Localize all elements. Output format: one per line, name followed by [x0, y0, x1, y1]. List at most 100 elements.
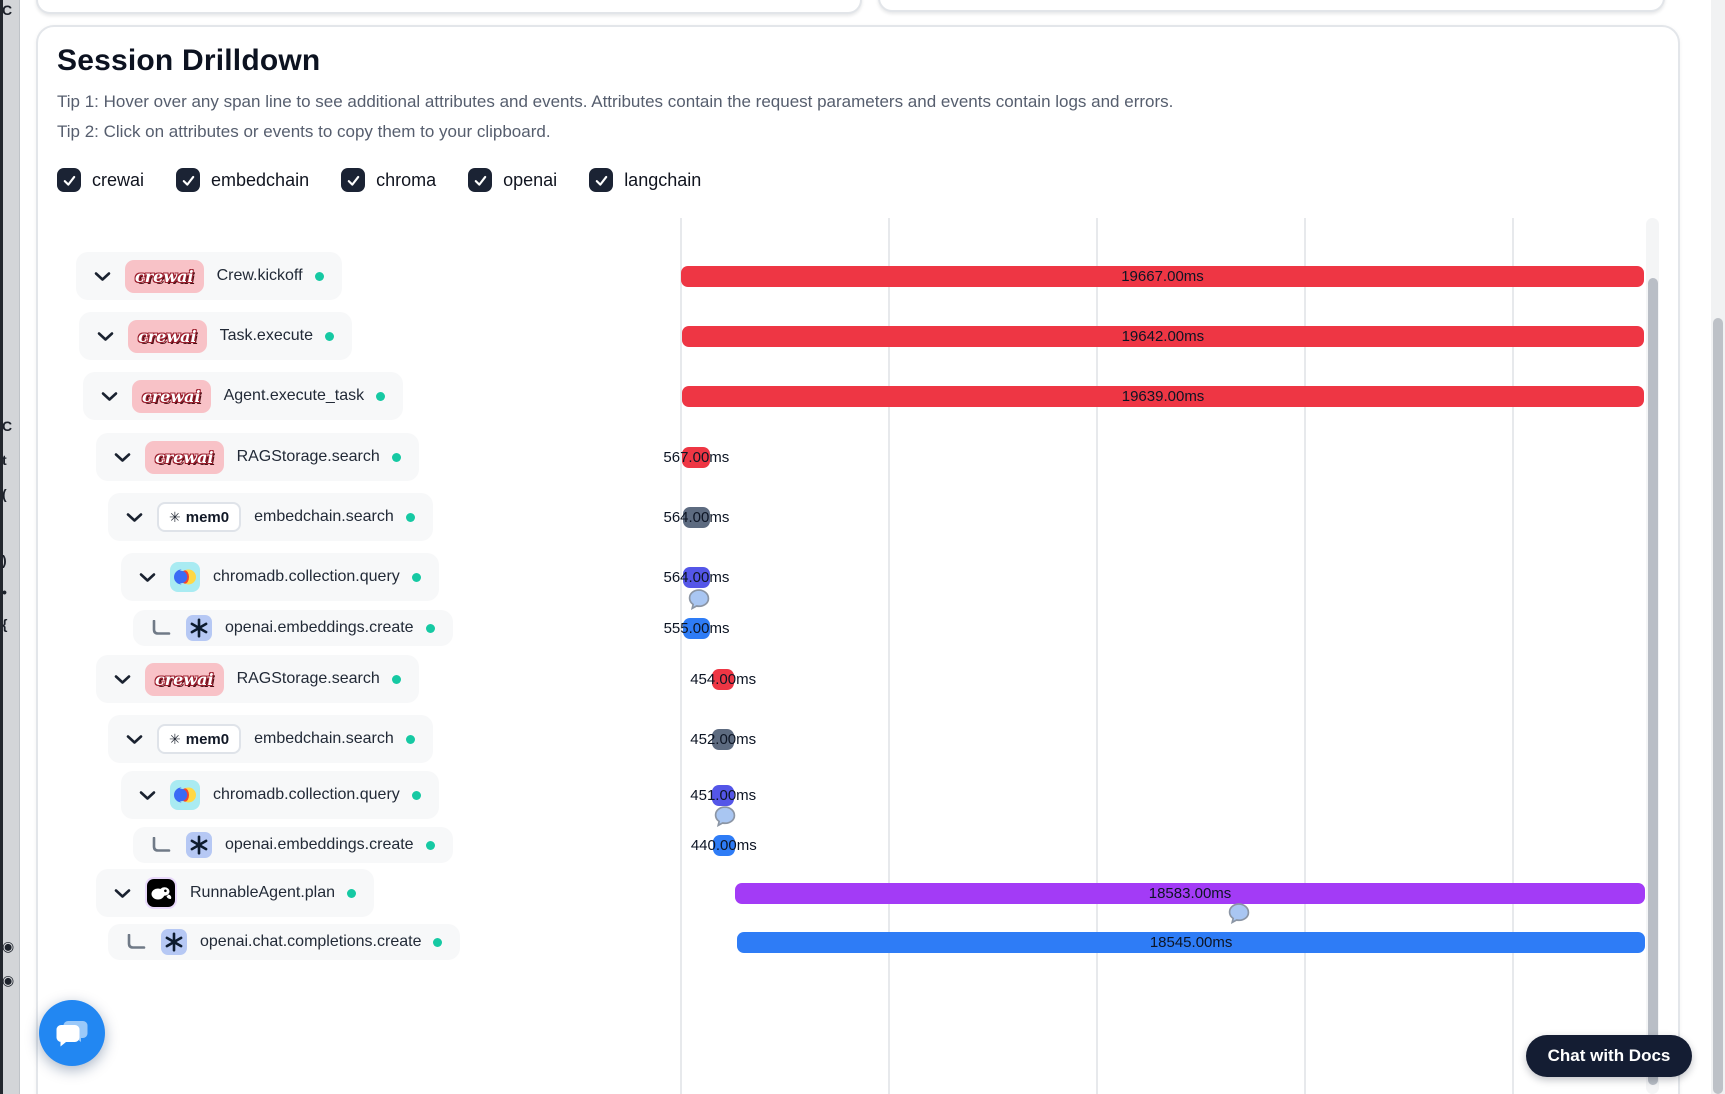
chevron-down-icon[interactable] [126, 512, 143, 523]
event-bubble-icon[interactable] [714, 806, 736, 832]
chevron-down-icon[interactable] [114, 888, 131, 899]
page-title: Session Drilldown [57, 44, 321, 77]
filter-label: openai [503, 169, 558, 190]
chat-widget-button[interactable] [39, 1000, 105, 1066]
chevron-down-icon[interactable] [94, 271, 111, 282]
chevron-down-icon[interactable] [126, 734, 143, 745]
status-dot [411, 790, 421, 800]
span-bar-chromadb.collection.query[interactable] [712, 784, 735, 806]
status-dot [324, 331, 334, 341]
span-row[interactable]: crewai Task.execute [79, 312, 352, 360]
chevron-down-icon[interactable] [97, 331, 114, 342]
chart-scrollbar-thumb[interactable] [1647, 278, 1658, 1085]
status-dot [347, 888, 357, 898]
span-bar-openai.embeddings.create[interactable] [682, 617, 711, 639]
span-label: Agent.execute_task [223, 387, 365, 404]
span-duration-label: 564.00ms [663, 508, 730, 526]
event-bubble-icon[interactable] [688, 589, 710, 615]
checkbox-checked-icon[interactable] [341, 168, 366, 192]
gridline-0 [680, 218, 682, 1094]
checkbox-checked-icon[interactable] [57, 168, 81, 192]
chevron-down-icon[interactable] [139, 572, 156, 583]
span-duration-label: 19642.00ms [1121, 327, 1205, 345]
span-row[interactable]: crewai Crew.kickoff [76, 252, 342, 300]
mem0-flower-icon: ✳ [169, 508, 181, 525]
filter-checkbox-openai[interactable]: openai [468, 168, 557, 192]
tip-2-text: Tip 2: Click on attributes or events to … [57, 122, 551, 141]
span-row[interactable]: openai.embeddings.create [133, 610, 453, 646]
chat-with-docs-button[interactable]: Chat with Docs [1526, 1035, 1692, 1077]
span-bar-embedchain.search[interactable] [712, 728, 735, 750]
checkbox-checked-icon[interactable] [589, 168, 614, 192]
span-bar-openai.chat.completions.create[interactable] [737, 931, 1646, 953]
tree-elbow-icon [151, 836, 172, 854]
page-scrollbar-track[interactable] [1711, 0, 1725, 1094]
span-row[interactable]: RunnableAgent.plan [96, 869, 375, 917]
chat-bubbles-icon [54, 1015, 90, 1051]
tip-1-text: Tip 1: Hover over any span line to see a… [57, 92, 1174, 111]
langchain-logo [145, 877, 177, 909]
span-label: openai.chat.completions.create [200, 933, 422, 950]
span-bar-embedchain.search[interactable] [682, 506, 711, 528]
background-text-fragment: { [2, 616, 8, 632]
span-label: Task.execute [219, 327, 313, 344]
span-bar-chromadb.collection.query[interactable] [682, 566, 711, 588]
span-duration-label: 18583.00ms [1148, 884, 1232, 902]
status-dot [425, 840, 435, 850]
span-bar-Agent.execute_task[interactable] [682, 385, 1644, 407]
filter-checkbox-embedchain[interactable]: embedchain [176, 168, 309, 192]
background-text-fragment: C [2, 418, 13, 434]
span-bar-RAGStorage.search[interactable] [712, 668, 735, 690]
chevron-down-icon[interactable] [139, 790, 156, 801]
filter-checkbox-chroma[interactable]: chroma [341, 168, 436, 192]
span-row[interactable]: chromadb.collection.query [121, 553, 439, 601]
span-bar-RAGStorage.search[interactable] [682, 446, 711, 468]
crewai-logo: crewai [145, 662, 224, 696]
status-dot [391, 452, 401, 462]
span-bar-Task.execute[interactable] [681, 325, 1644, 347]
background-text-fragment: ◉ [2, 972, 15, 988]
filter-label: crewai [92, 169, 145, 190]
gridline-1 [888, 218, 890, 1094]
span-bar-openai.embeddings.create[interactable] [713, 834, 735, 856]
span-bar-Crew.kickoff[interactable] [681, 265, 1644, 287]
span-row[interactable]: chromadb.collection.query [121, 771, 439, 819]
span-duration-label: 18545.00ms [1149, 933, 1233, 951]
span-row[interactable]: ✳ mem0 embedchain.search [108, 493, 433, 541]
checkbox-checked-icon[interactable] [176, 168, 201, 192]
status-dot [405, 512, 415, 522]
chevron-down-icon[interactable] [114, 674, 131, 685]
span-row[interactable]: crewai RAGStorage.search [96, 433, 419, 481]
span-row[interactable]: crewai RAGStorage.search [96, 655, 419, 703]
status-dot [411, 572, 421, 582]
span-label: RAGStorage.search [236, 670, 380, 687]
span-label: embedchain.search [254, 730, 394, 747]
span-row[interactable]: ✳ mem0 embedchain.search [108, 715, 433, 763]
filter-label: chroma [376, 169, 437, 190]
chevron-down-icon[interactable] [101, 391, 118, 402]
event-bubble-icon[interactable] [1228, 903, 1250, 929]
chevron-down-icon[interactable] [114, 452, 131, 463]
span-row[interactable]: openai.embeddings.create [133, 827, 453, 863]
span-duration-label: 451.00ms [690, 786, 757, 804]
status-dot [314, 271, 324, 281]
status-dot [425, 623, 435, 633]
mem0-flower-icon: ✳ [169, 730, 181, 747]
span-row[interactable]: openai.chat.completions.create [108, 924, 461, 960]
background-text-fragment: ) [2, 552, 7, 568]
page-scrollbar-thumb[interactable] [1713, 318, 1723, 1094]
filter-checkbox-crewai[interactable]: crewai [57, 168, 144, 192]
background-text-fragment: ◉ [2, 938, 15, 954]
chart-scrollbar-track[interactable] [1646, 218, 1659, 1094]
span-label: openai.embeddings.create [225, 619, 414, 636]
crewai-logo: crewai [125, 259, 204, 293]
span-bar-RunnableAgent.plan[interactable] [735, 882, 1645, 904]
filter-checkbox-langchain[interactable]: langchain [589, 168, 701, 192]
status-dot [391, 674, 401, 684]
span-row[interactable]: crewai Agent.execute_task [83, 372, 404, 420]
openai-logo [186, 615, 212, 641]
gridline-3 [1304, 218, 1306, 1094]
checkbox-checked-icon[interactable] [468, 168, 493, 192]
crewai-logo: crewai [128, 319, 207, 353]
